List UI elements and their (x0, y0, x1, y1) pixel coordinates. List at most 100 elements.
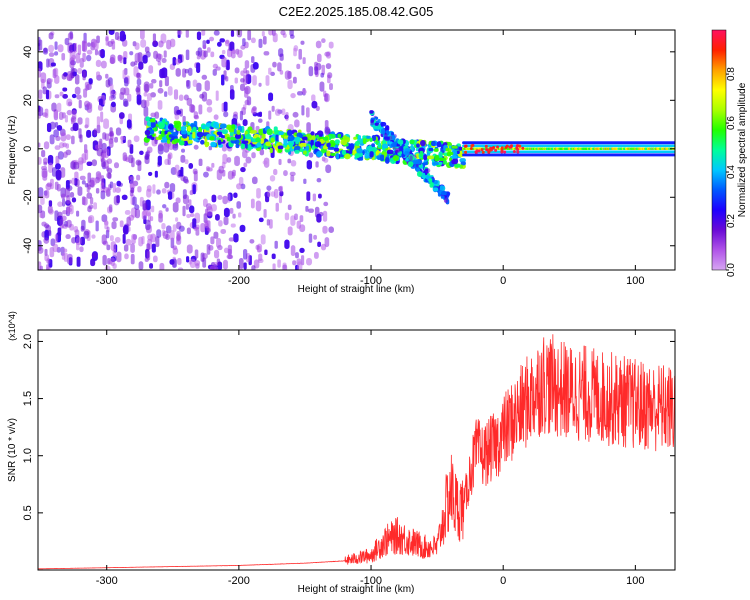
spectrogram-cell (63, 252, 68, 262)
spectrogram-cell (233, 233, 239, 243)
spectrogram-cell (233, 128, 237, 135)
spectrogram-cell (240, 83, 246, 92)
spectrogram-cell (187, 139, 193, 144)
spectrogram-cell (151, 243, 156, 253)
spectrogram-cell (250, 130, 257, 134)
spectrogram-cell (203, 171, 209, 178)
spectrogram-cell (319, 81, 325, 92)
spectrogram-cell (115, 127, 122, 136)
spectrogram-cell (262, 35, 267, 45)
spectrogram-cell (299, 142, 307, 147)
spectrogram-cell (176, 234, 182, 245)
spectrogram-cell (71, 135, 75, 145)
spectrogram-cell (365, 146, 373, 151)
spectrogram-cell (89, 197, 94, 205)
spectrogram-cell (145, 219, 151, 231)
spectrogram-cell (269, 219, 273, 229)
spectrogram-cell (124, 209, 131, 215)
spectrogram-cell (104, 220, 109, 226)
spectrogram-cell (174, 122, 180, 129)
spectrogram-cell (157, 144, 164, 155)
snr-y-tick-label: 1.5 (22, 391, 34, 406)
snr-y-tick-label: 1.0 (22, 448, 34, 463)
spectrogram-cell (106, 187, 110, 195)
spectrogram-cell (134, 42, 140, 50)
spectrogram-cell (130, 253, 135, 265)
spectrogram-cell (296, 63, 301, 70)
spectrogram-cell (80, 225, 85, 232)
spectrogram-cell (370, 119, 375, 123)
spectrogram-cell (364, 153, 370, 159)
spectrogram-cell (328, 41, 334, 49)
spectrogram-cell (141, 210, 147, 220)
spectrogram-cell (221, 49, 226, 55)
spectrogram-cell (79, 246, 84, 253)
spectrogram-cell (236, 201, 241, 209)
spectrogram-cell (451, 145, 458, 149)
spectrogram-cell (146, 243, 151, 251)
spectrogram-cell (419, 150, 424, 158)
spectrogram-cell (244, 60, 250, 69)
spectrogram-cell (281, 108, 286, 116)
spectrogram-cell (206, 167, 213, 172)
spectrogram-cell (405, 158, 409, 162)
spectrogram-cell (226, 136, 231, 142)
spectrogram-cell (193, 114, 200, 120)
spectrogram-cell (86, 161, 93, 167)
spectrogram-cell (111, 221, 117, 230)
spectrogram-cell (64, 115, 68, 123)
spectrogram-cell (172, 143, 179, 151)
spectrogram-cell (53, 129, 59, 138)
spectrogram-cell (38, 261, 42, 270)
spectrogram-cell (250, 37, 256, 44)
spectrogram-cell (87, 42, 91, 47)
spectrogram-cell (269, 175, 276, 182)
spectrogram-cell (155, 236, 160, 248)
spectrogram-cell (210, 51, 215, 58)
spectrogram-cell (294, 136, 301, 143)
spectrogram-cell (244, 99, 250, 106)
spectrogram-cell (516, 150, 520, 154)
spectrogram-cell (302, 136, 308, 141)
spectrogram-cell (275, 108, 281, 116)
spectrogram-cell (189, 205, 195, 214)
spectrogram-cell (227, 193, 231, 203)
spectrogram-cell (470, 144, 474, 148)
spectrogram-cell (146, 93, 152, 101)
spectrogram-cell (268, 30, 273, 36)
spectrogram-cell (234, 67, 240, 74)
spectrogram-cell (101, 157, 106, 168)
spectrogram-cell (146, 135, 153, 139)
spectrogram-cell (218, 220, 223, 227)
spectrogram-cell (223, 111, 229, 118)
spectrogram-cell (216, 41, 222, 47)
spectrogram-cell (240, 78, 245, 83)
spectrogram-cell (63, 151, 68, 158)
spectrogram-cell (421, 172, 426, 179)
spectrogram-cell (251, 265, 256, 270)
spectrogram-cell (57, 201, 63, 207)
spectrogram-cell (164, 75, 169, 87)
spectrogram-cell (267, 190, 271, 198)
spectrogram-cell (469, 147, 473, 151)
spectrogram-cell (157, 60, 162, 66)
spectrogram-cell (172, 56, 177, 66)
spectrogram-cell (271, 253, 276, 260)
spectrogram-cell (136, 94, 142, 105)
spectrogram-cell (252, 176, 258, 185)
spectrogram-cell (313, 251, 319, 259)
spectrogram-cell (516, 144, 520, 148)
spectrogram-cell (75, 52, 81, 64)
spectrogram-cell (149, 216, 154, 222)
spectrogram-cell (172, 202, 179, 213)
spectrogram-cell (330, 152, 336, 156)
spectrogram-cell (415, 159, 422, 165)
spectrogram-cell (83, 88, 88, 98)
spectrogram-cell (305, 205, 309, 212)
spectrogram-cell (265, 141, 272, 147)
spectrogram-cell (440, 195, 445, 199)
spectrogram-cell (242, 119, 248, 127)
spectrogram-cell (308, 66, 314, 77)
spectrogram-cell (204, 142, 209, 148)
spectrogram-cell (206, 106, 213, 113)
